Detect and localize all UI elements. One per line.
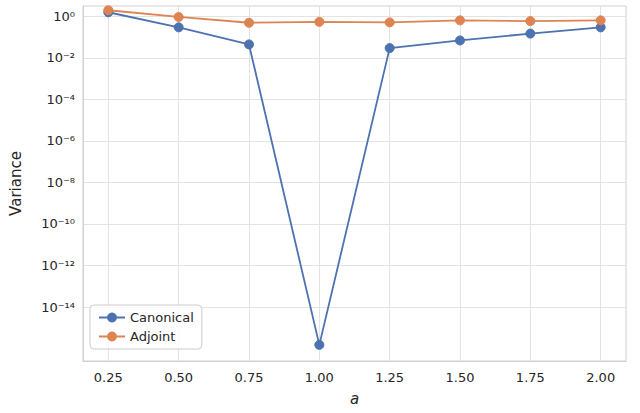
svg-text:Variance: Variance [7,151,25,216]
svg-text:10⁻¹²: 10⁻¹² [41,258,75,273]
svg-text:10⁻⁶: 10⁻⁶ [46,133,75,148]
svg-text:Canonical: Canonical [130,310,194,325]
svg-text:2.00: 2.00 [586,370,615,385]
svg-text:10⁻⁸: 10⁻⁸ [46,175,75,190]
svg-text:0.50: 0.50 [164,370,193,385]
svg-text:10⁻²: 10⁻² [46,50,75,65]
svg-text:0.25: 0.25 [94,370,123,385]
svg-text:10⁻¹⁴: 10⁻¹⁴ [41,300,75,315]
svg-text:10⁻⁴: 10⁻⁴ [46,92,75,107]
svg-text:10⁰: 10⁰ [53,9,75,24]
svg-text:Adjoint: Adjoint [130,329,175,344]
svg-text:1.25: 1.25 [375,370,404,385]
svg-text:1.50: 1.50 [446,370,475,385]
svg-text:1.75: 1.75 [516,370,545,385]
svg-text:0.75: 0.75 [235,370,264,385]
svg-text:10⁻¹⁰: 10⁻¹⁰ [41,216,75,231]
svg-text:1.00: 1.00 [305,370,334,385]
svg-text:a: a [350,390,359,408]
